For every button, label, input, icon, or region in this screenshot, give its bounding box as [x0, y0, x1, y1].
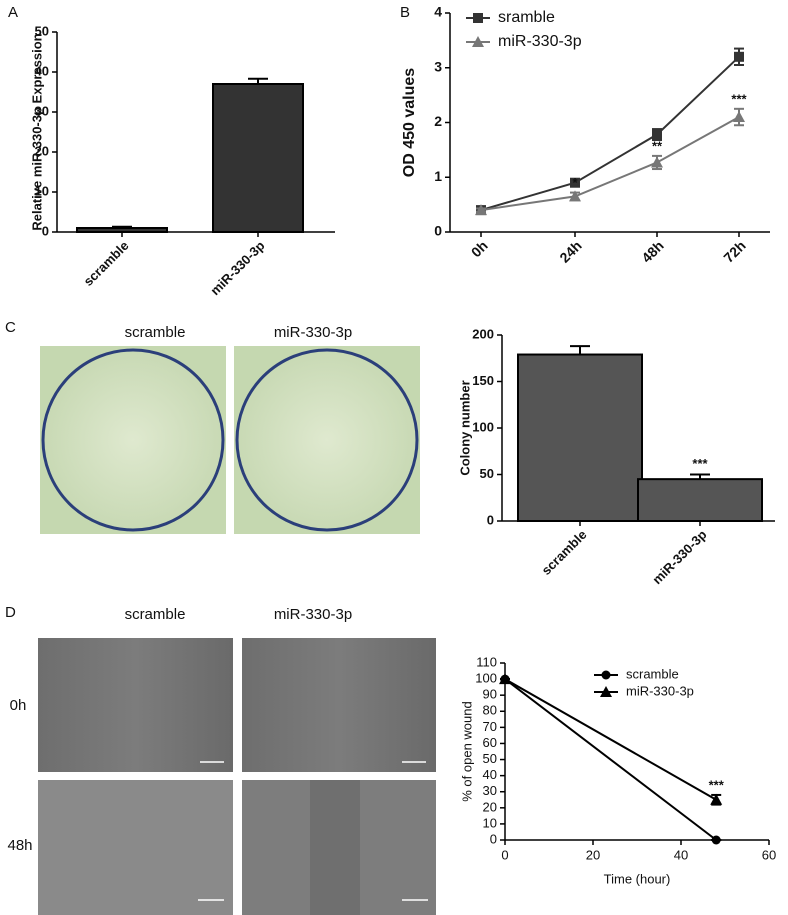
y-tick-label: 70: [483, 719, 497, 734]
x-tick-label: 24h: [556, 237, 584, 265]
series-line: [504, 678, 717, 801]
x-tick-label: miR-330-3p: [207, 238, 267, 298]
legend-label: scramble: [626, 666, 679, 681]
marker: [652, 129, 662, 140]
y-tick-label: 3: [434, 58, 442, 74]
y-tick-label: 100: [475, 671, 497, 686]
image-row-label: 48h: [7, 837, 32, 854]
marker: [734, 51, 744, 62]
image-column-label: scramble: [125, 324, 186, 341]
x-tick-label: 0: [501, 847, 508, 862]
annotation: ***: [692, 456, 708, 471]
marker: [711, 835, 721, 845]
legend-label: miR-330-3p: [626, 683, 694, 698]
y-tick-label: 150: [472, 373, 494, 388]
y-tick-label: 0: [434, 223, 442, 239]
panel-label: D: [5, 604, 16, 621]
y-tick-label: 110: [476, 654, 497, 669]
y-tick-label: 80: [483, 703, 497, 718]
y-tick-label: 50: [483, 751, 497, 766]
marker: [473, 13, 483, 23]
y-tick-label: 10: [35, 183, 49, 198]
y-tick-label: 10: [483, 815, 497, 830]
panel-label: A: [8, 4, 18, 21]
y-tick-label: 4: [434, 4, 442, 20]
y-tick-label: 30: [35, 103, 49, 118]
legend-label: sramble: [498, 9, 555, 26]
y-axis-label: Colony number: [457, 380, 472, 475]
panel-label: C: [5, 319, 16, 336]
marker: [651, 156, 663, 168]
x-tick-label: 60: [762, 847, 776, 862]
x-tick-label: scramble: [539, 527, 590, 578]
x-tick-label: 48h: [638, 237, 666, 265]
bar: [212, 83, 304, 233]
petri-dish: [235, 348, 419, 532]
y-axis-label: % of open wound: [459, 701, 474, 801]
y-tick-label: 90: [483, 687, 497, 702]
y-tick-label: 0: [490, 831, 497, 846]
y-tick-label: 0: [487, 512, 494, 527]
y-tick-label: 40: [35, 63, 49, 78]
micrograph: [242, 638, 436, 772]
y-tick-label: 200: [472, 326, 494, 341]
marker: [600, 686, 612, 697]
series-line: [504, 678, 717, 841]
y-tick-label: 50: [35, 23, 49, 38]
y-tick-label: 2: [434, 113, 442, 129]
image-column-label: miR-330-3p: [274, 606, 352, 623]
petri-dish: [41, 348, 225, 532]
marker: [475, 204, 487, 216]
y-tick-label: 60: [483, 735, 497, 750]
image-column-label: miR-330-3p: [274, 324, 352, 341]
wound-gap: [310, 780, 360, 915]
annotation: ***: [731, 91, 747, 106]
y-tick-label: 100: [472, 419, 494, 434]
x-tick-label: 72h: [720, 237, 748, 265]
annotation: ***: [709, 777, 725, 792]
legend-label: miR-330-3p: [498, 33, 582, 50]
micrograph: [38, 638, 233, 772]
y-axis-label: OD 450 values: [401, 68, 418, 178]
micrograph: [38, 780, 233, 915]
series-line: [480, 116, 740, 212]
marker: [499, 673, 511, 685]
x-tick-label: scramble: [81, 238, 132, 289]
image-row-label: 0h: [10, 697, 27, 714]
y-tick-label: 30: [483, 783, 497, 798]
y-tick-label: 40: [483, 767, 497, 782]
series-line: [480, 56, 740, 212]
x-tick-label: 20: [586, 847, 600, 862]
bar: [517, 353, 643, 522]
marker: [710, 793, 723, 805]
y-tick-label: 0: [42, 223, 49, 238]
y-tick-label: 20: [35, 143, 49, 158]
x-tick-label: 40: [674, 847, 688, 862]
marker: [569, 190, 581, 202]
bar: [637, 478, 763, 522]
x-tick-label: 0h: [468, 237, 491, 260]
annotation: **: [652, 138, 663, 153]
marker: [601, 670, 611, 680]
y-tick-label: 20: [483, 799, 497, 814]
panel-label: B: [400, 4, 410, 21]
y-tick-label: 1: [434, 168, 442, 184]
marker: [472, 36, 484, 47]
bar: [76, 227, 168, 233]
marker: [570, 177, 580, 188]
marker: [733, 111, 745, 123]
x-tick-label: miR-330-3p: [649, 527, 709, 587]
annotation: *: [572, 175, 578, 190]
y-axis-label: Relative miR-330-3p Expression: [29, 33, 44, 230]
x-axis-label: Time (hour): [604, 871, 671, 886]
y-tick-label: 50: [480, 466, 494, 481]
image-column-label: scramble: [125, 606, 186, 623]
